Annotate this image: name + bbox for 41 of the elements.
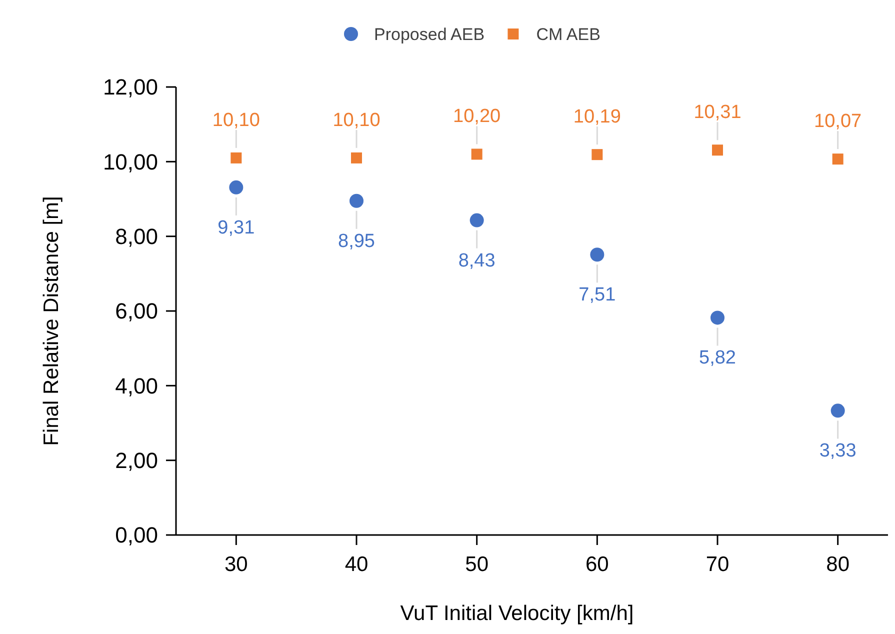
data-label: 3,33 <box>819 440 856 462</box>
data-label: 10,07 <box>814 111 862 132</box>
point <box>350 194 364 208</box>
data-label: 10,31 <box>694 102 742 124</box>
point <box>590 248 604 262</box>
data-label: 10,10 <box>212 110 260 131</box>
y-tick-label: 2,00 <box>115 448 158 474</box>
point <box>830 404 845 418</box>
legend-label: CM AEB <box>536 25 600 44</box>
y-tick-label: 6,00 <box>115 298 158 324</box>
data-label: 10,10 <box>332 110 380 131</box>
data-label: 8,95 <box>338 230 375 252</box>
x-tick-label: 40 <box>344 553 368 576</box>
point <box>592 149 603 160</box>
data-label: 5,82 <box>699 348 736 369</box>
y-tick-label: 8,00 <box>115 224 158 250</box>
point <box>712 144 723 156</box>
x-tick-label: 80 <box>826 553 850 576</box>
data-label: 8,43 <box>458 250 496 272</box>
point <box>832 154 844 165</box>
point <box>471 148 482 160</box>
data-label: 7,51 <box>578 284 616 306</box>
point <box>470 213 484 228</box>
x-tick-label: 30 <box>224 553 248 576</box>
y-tick-label: 4,00 <box>115 373 158 398</box>
data-label: 9,31 <box>218 217 255 238</box>
point <box>710 310 724 325</box>
x-tick-label: 60 <box>585 553 609 576</box>
legend-label: Proposed AEB <box>374 25 485 44</box>
y-tick-label: 12,00 <box>102 74 158 100</box>
data-label: 10,19 <box>573 106 621 128</box>
x-axis-title: VuT Initial Velocity [km/h] <box>400 602 634 625</box>
y-axis-title: Final Relative Distance [m] <box>40 196 63 446</box>
point <box>230 152 242 164</box>
x-tick-label: 50 <box>465 553 489 576</box>
y-tick-label: 0,00 <box>115 522 158 548</box>
data-label: 10,20 <box>453 106 501 128</box>
y-tick-label: 10,00 <box>102 149 158 174</box>
point <box>229 180 244 194</box>
point <box>351 152 362 164</box>
x-tick-label: 70 <box>706 553 730 576</box>
